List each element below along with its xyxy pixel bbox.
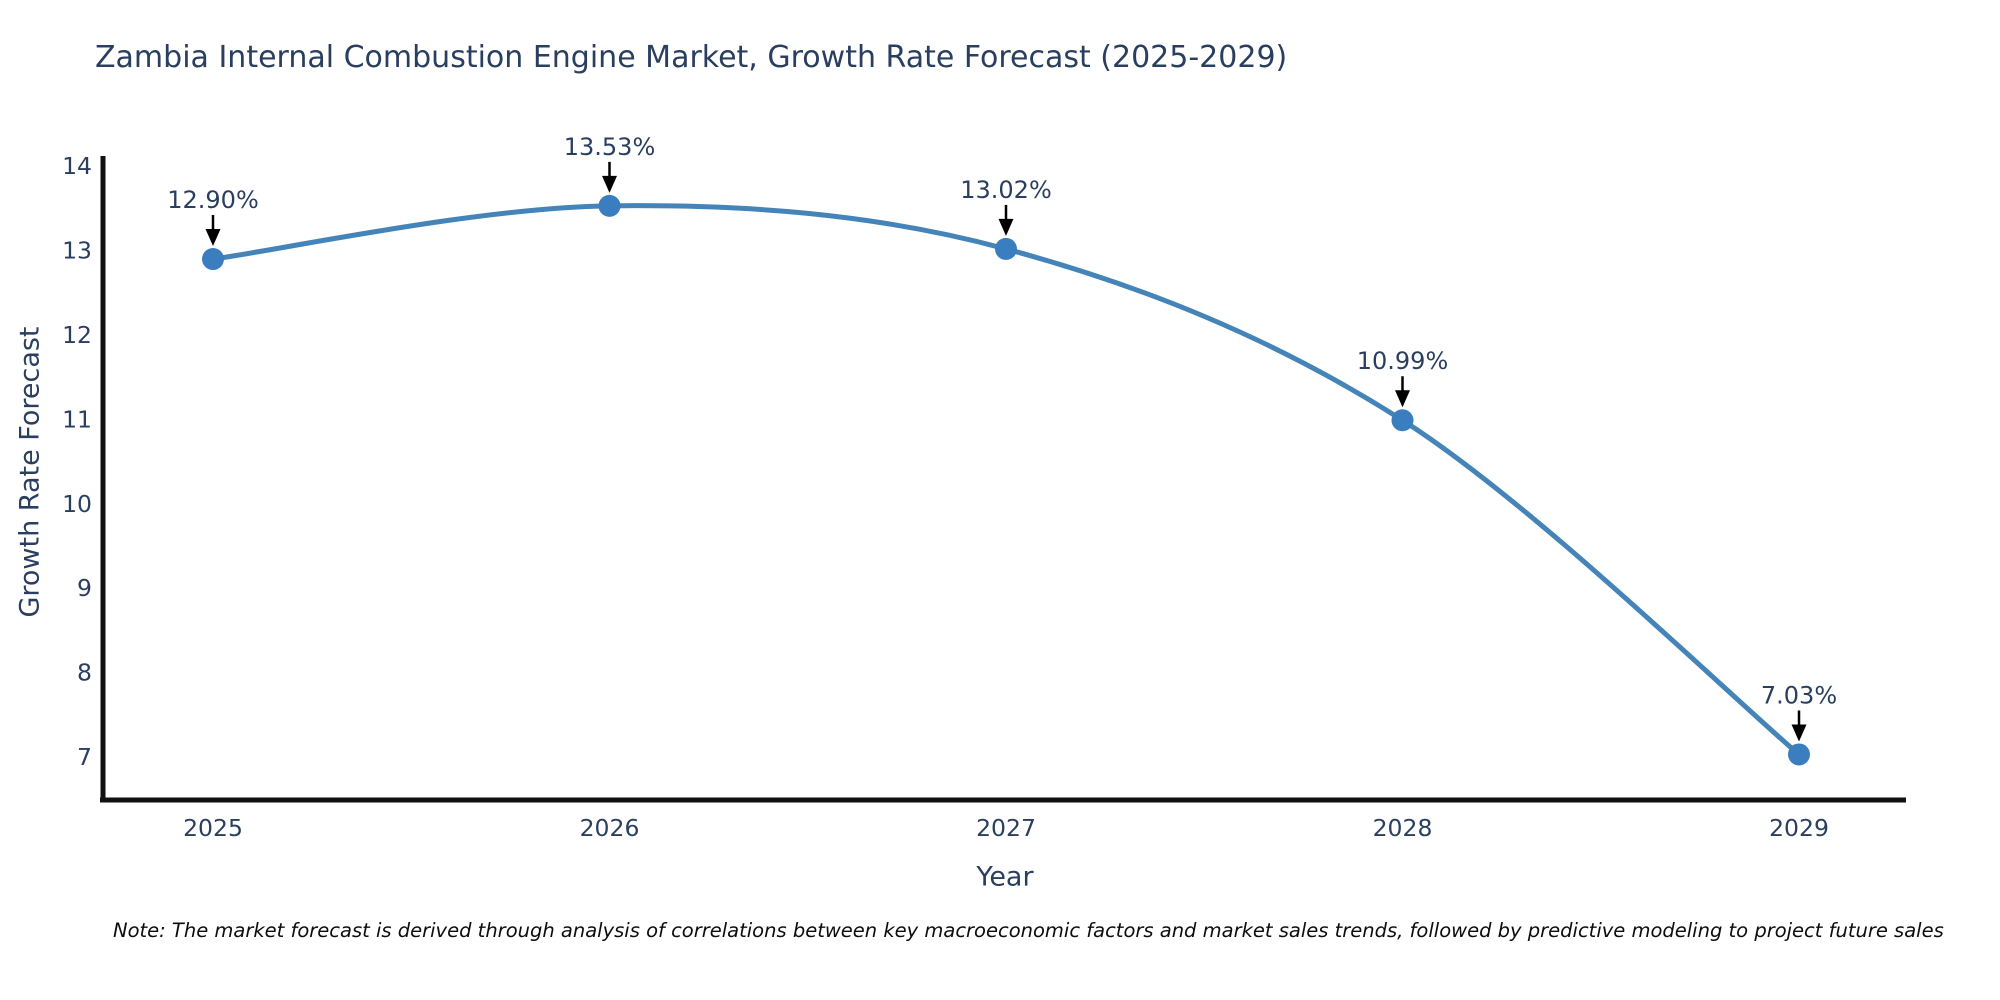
x-tick-label: 2025: [183, 814, 243, 842]
y-tick-label: 14: [62, 152, 92, 180]
y-tick-label: 12: [62, 321, 92, 349]
annotation-arrow-head-icon: [1791, 724, 1807, 742]
x-axis-title: Year: [976, 861, 1034, 893]
data-point-marker: [995, 237, 1017, 260]
data-point-label: 12.90%: [167, 186, 259, 214]
y-tick-label: 10: [62, 490, 92, 518]
chart-title: Zambia Internal Combustion Engine Market…: [95, 40, 1288, 75]
annotation-arrow-head-icon: [602, 175, 617, 193]
annotation-arrow-head-icon: [205, 229, 221, 247]
y-tick-label: 7: [77, 743, 92, 771]
annotation-arrow-head-icon: [1395, 390, 1410, 408]
data-point-label: 7.03%: [1761, 681, 1837, 709]
data-point-label: 13.53%: [564, 133, 656, 161]
x-tick-label: 2026: [580, 814, 640, 842]
y-tick-label: 13: [62, 237, 92, 265]
annotation-arrow-head-icon: [998, 218, 1014, 236]
x-tick-label: 2029: [1769, 814, 1829, 842]
y-tick-label: 8: [77, 659, 92, 687]
y-tick-label: 11: [62, 405, 92, 433]
data-point-marker: [598, 194, 621, 217]
trend-line: [210, 203, 1802, 757]
data-point-marker: [202, 248, 224, 271]
data-point-label: 13.02%: [960, 176, 1052, 204]
footnote: Note: The market forecast is derived thr…: [113, 919, 1944, 942]
data-point-marker: [1391, 409, 1414, 432]
data-point-label: 10.99%: [1357, 347, 1449, 375]
x-tick-label: 2028: [1373, 814, 1433, 842]
data-point-marker: [1788, 743, 1810, 766]
x-tick-label: 2027: [976, 814, 1036, 842]
y-tick-label: 9: [77, 574, 92, 602]
